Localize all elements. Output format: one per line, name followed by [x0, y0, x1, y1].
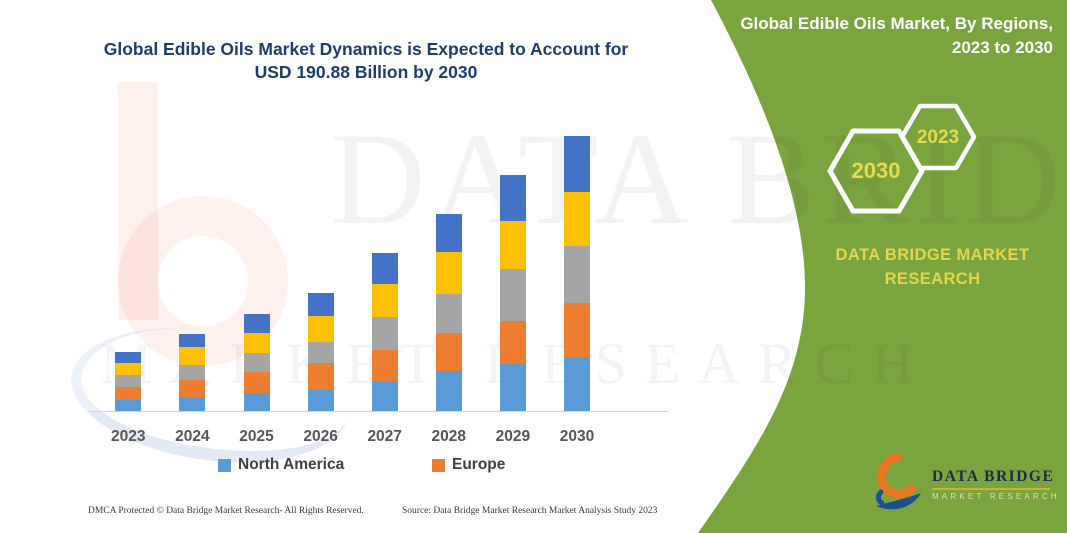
x-tick-2028: 2028	[431, 428, 467, 445]
bar-segment-unlabeled-region-gray	[179, 365, 206, 380]
legend-item-europe: Europe	[432, 456, 505, 474]
x-axis-baseline	[88, 411, 668, 412]
bar-segment-unlabeled-region-yellow	[564, 192, 590, 246]
bar-segment-north-america	[371, 381, 398, 411]
brand-text-line2: RESEARCH	[884, 270, 981, 288]
footer-dmca-text: DMCA Protected © Data Bridge Market Rese…	[88, 506, 364, 516]
x-tick-2023: 2023	[111, 428, 146, 445]
bar-segment-unlabeled-region-yellow	[435, 252, 462, 294]
bar-segment-unlabeled-region-yellow	[115, 363, 142, 375]
legend-swatch-icon	[218, 458, 231, 472]
x-tick-2030: 2030	[559, 428, 595, 445]
bar-segment-north-america	[307, 390, 334, 411]
bar-segment-unlabeled-region-gray	[307, 342, 334, 363]
bar-segment-unlabeled-region-darkblue	[243, 314, 270, 333]
bar-segment-unlabeled-region-gray	[564, 246, 590, 303]
bar-segment-unlabeled-region-darkblue	[435, 214, 462, 252]
bar-segment-unlabeled-region-gray	[243, 353, 270, 372]
bar-segment-unlabeled-region-darkblue	[307, 293, 334, 316]
company-logo-b-icon	[876, 453, 921, 510]
legend-swatch-icon	[432, 458, 445, 472]
bar-segment-europe	[564, 303, 590, 357]
bar-segment-europe	[179, 380, 206, 397]
x-tick-2027: 2027	[367, 428, 402, 445]
bar-segment-europe	[243, 372, 270, 393]
bar-2026	[307, 293, 334, 411]
bar-segment-europe	[371, 350, 398, 381]
bar-segment-unlabeled-region-gray	[435, 294, 462, 333]
company-logo-rule	[932, 487, 1050, 490]
brand-text: DATA BRIDGE MARKET RESEARCH	[820, 243, 1045, 291]
chart-title: Global Edible Oils Market Dynamics is Ex…	[60, 38, 672, 84]
bar-2024	[179, 334, 206, 411]
panel-header-line1: Global Edible Oils Market, By Regions,	[740, 14, 1053, 33]
bar-segment-unlabeled-region-gray	[499, 269, 526, 321]
bar-segment-north-america	[243, 393, 270, 411]
bar-2027	[371, 253, 398, 411]
bar-2023	[115, 352, 142, 411]
legend-label: Europe	[452, 456, 506, 473]
bar-2029	[499, 175, 526, 411]
bar-segment-unlabeled-region-yellow	[243, 333, 270, 353]
legend-item-north-america: North America	[218, 456, 344, 474]
panel-header-line2: 2023 to 2030	[951, 38, 1053, 57]
bar-segment-unlabeled-region-gray	[371, 317, 398, 350]
bar-segment-europe	[307, 363, 334, 390]
green-panel-shape	[698, 0, 1067, 533]
chart-title-line2: USD 190.88 Billion by 2030	[254, 62, 478, 82]
company-logo-subtitle: MARKET RESEARCH	[932, 491, 1060, 501]
bar-segment-europe	[115, 387, 142, 400]
bar-segment-unlabeled-region-yellow	[179, 347, 206, 365]
bar-segment-north-america	[564, 357, 590, 411]
bar-2025	[243, 314, 270, 411]
x-tick-2025: 2025	[239, 428, 274, 445]
company-logo: DATA BRIDGE MARKET RESEARCH	[872, 450, 1057, 518]
hexagon-year-2023-label: 2023	[916, 127, 960, 148]
bar-segment-unlabeled-region-yellow	[307, 316, 334, 342]
hexagon-2030-outline	[827, 128, 925, 214]
bar-segment-unlabeled-region-darkblue	[179, 334, 206, 347]
bar-segment-unlabeled-region-yellow	[371, 284, 398, 317]
chart-title-line1: Global Edible Oils Market Dynamics is Ex…	[103, 39, 629, 59]
bar-segment-europe	[499, 321, 526, 364]
bar-segment-unlabeled-region-darkblue	[115, 352, 142, 363]
legend-label: North America	[238, 456, 345, 473]
bar-segment-north-america	[435, 371, 462, 411]
panel-header: Global Edible Oils Market, By Regions, 2…	[723, 12, 1053, 60]
bar-2028	[435, 214, 462, 411]
bar-segment-unlabeled-region-yellow	[499, 221, 526, 269]
bar-segment-north-america	[179, 397, 206, 411]
bar-segment-north-america	[499, 364, 526, 411]
company-logo-title: DATA BRIDGE	[932, 467, 1055, 485]
bar-segment-unlabeled-region-darkblue	[499, 175, 526, 221]
footer-source-text: Source: Data Bridge Market Research Mark…	[402, 506, 658, 516]
x-tick-2024: 2024	[175, 428, 210, 445]
company-logo-words: DATA BRIDGE MARKET RESEARCH	[932, 468, 1060, 501]
hexagon-year-2030-label: 2030	[851, 158, 901, 183]
bar-segment-europe	[435, 333, 462, 371]
x-tick-2026: 2026	[303, 428, 338, 445]
x-tick-2029: 2029	[495, 428, 531, 445]
bar-segment-unlabeled-region-darkblue	[371, 253, 398, 284]
brand-text-line1: DATA BRIDGE MARKET	[835, 246, 1030, 264]
bar-segment-unlabeled-region-darkblue	[564, 136, 590, 192]
bar-2030	[564, 136, 590, 411]
bar-segment-unlabeled-region-gray	[115, 375, 142, 387]
bar-segment-north-america	[115, 400, 142, 411]
